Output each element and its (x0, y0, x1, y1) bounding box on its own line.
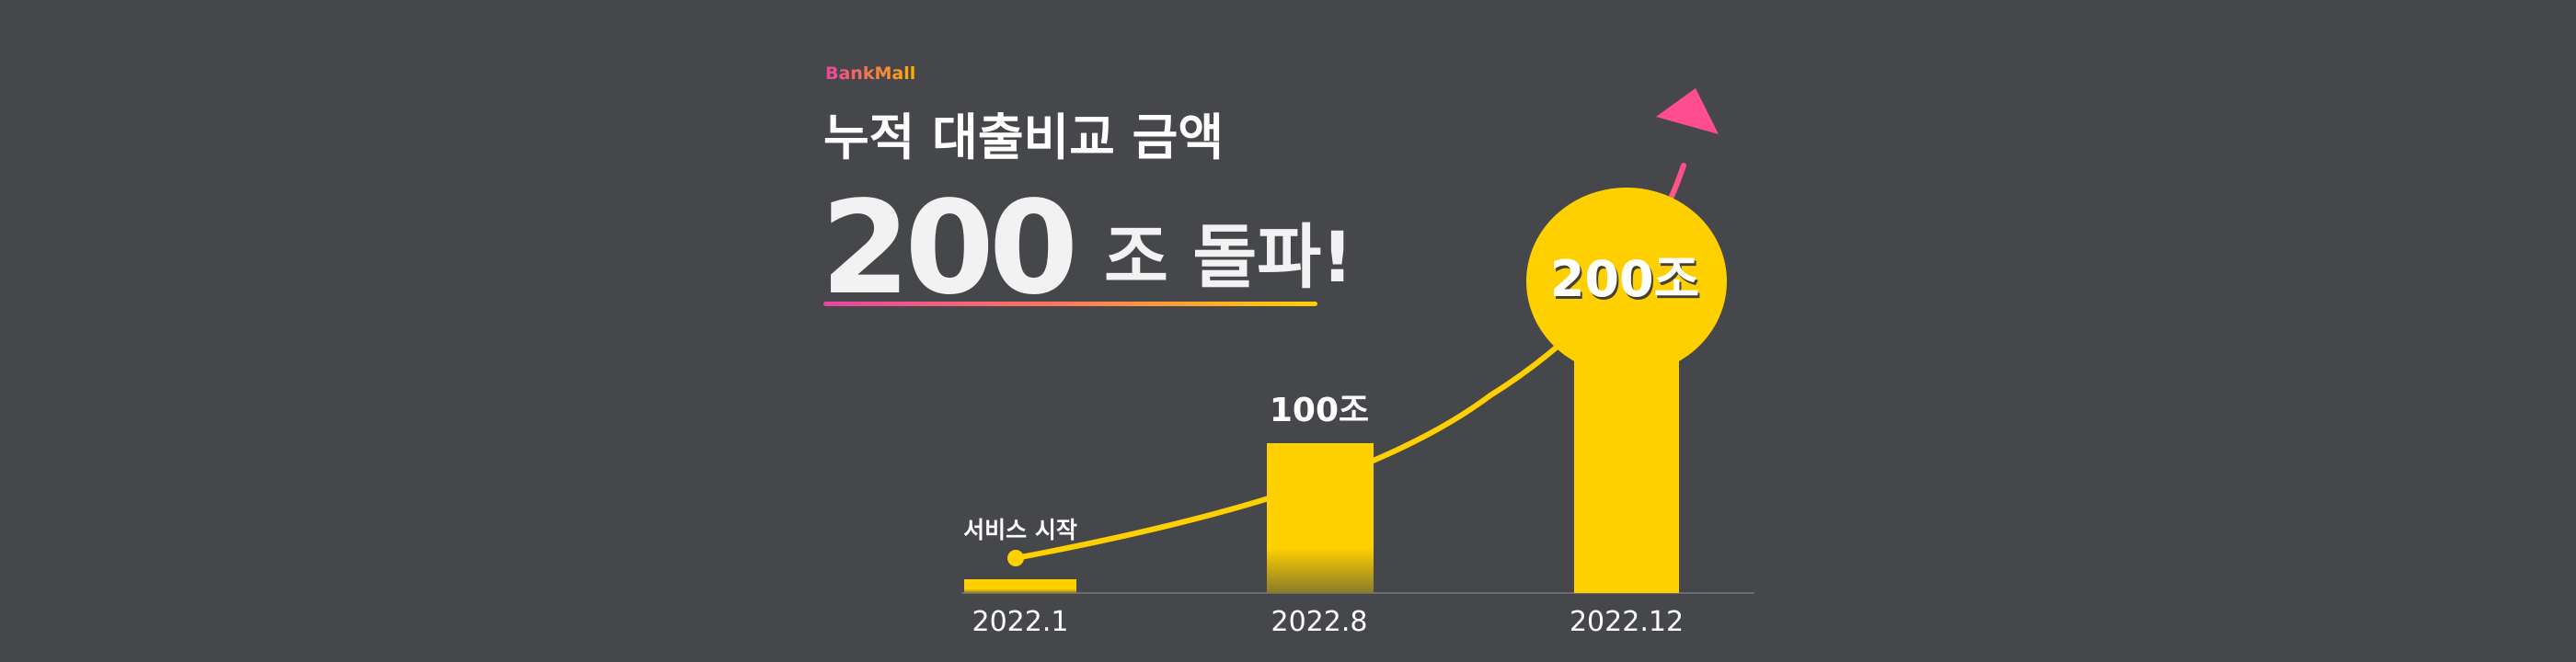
milestone-label: 200조 (1550, 250, 1699, 308)
brand-logo: BankMall (825, 63, 915, 84)
milestone-label: 서비스 시작 (963, 517, 1077, 543)
milestone-label: 100조 (1270, 392, 1369, 429)
date-label: 2022.1 (972, 606, 1069, 638)
date-label: 2022.12 (1570, 606, 1684, 638)
highlight-text: 조 돌파! (1104, 216, 1353, 298)
highlight-number: 200 (821, 174, 1073, 324)
arrow-head (1656, 88, 1719, 134)
underline (823, 302, 1317, 306)
bar (1574, 353, 1679, 593)
headline: 누적 대출비교 금액 (823, 108, 1224, 166)
date-label: 2022.8 (1271, 606, 1368, 638)
milestone-circle (1526, 188, 1727, 375)
bar (964, 579, 1076, 593)
start-dot (1007, 550, 1024, 566)
